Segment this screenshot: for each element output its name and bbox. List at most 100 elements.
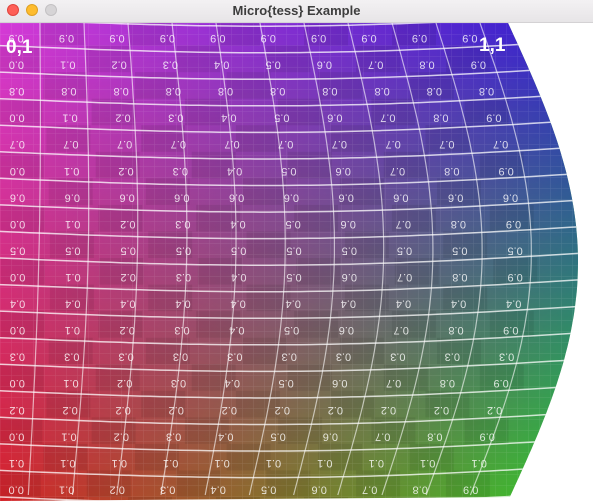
cell-label: 0.4 [230,218,245,230]
cell-label: 0.3 [166,430,181,442]
grid-line-vertical [293,23,335,496]
cell-label: 0.7 [278,138,293,150]
cell-label: 0.5 [121,244,136,256]
cell-label: 0.8 [427,430,442,442]
cell-label: 0.7 [396,218,411,230]
cell-label: 0.6 [312,483,327,495]
zoom-window-button[interactable] [45,4,57,16]
cell-label: 0.4 [227,165,242,177]
cell-label: 0.3 [171,377,186,389]
grid-line-horizontal [0,463,578,479]
cell-label: 0.4 [65,298,80,310]
cell-label: 0.8 [270,85,285,97]
cell-label: 0.1 [472,457,487,469]
cell-label: 0.4 [214,59,229,71]
cell-label: 0.2 [381,404,396,416]
cell-label: 0.5 [452,244,467,256]
cell-label: 0.5 [265,59,280,71]
cell-label: 0.0 [9,59,24,71]
cell-label: 0.8 [440,377,455,389]
cell-label: 0.6 [448,191,463,203]
grid-line-vertical [116,23,139,496]
cell-label: 0.1 [59,483,74,495]
cell-label: 0.4 [506,298,521,310]
cell-label: 0.1 [266,457,281,469]
cell-label: 0.7 [380,112,395,124]
cell-label: 0.1 [60,59,75,71]
cell-label: 0.1 [214,457,229,469]
cell-label: 0.2 [110,483,125,495]
grid-line-vertical [204,23,237,496]
cell-label: 0.4 [230,298,245,310]
grid-line-horizontal [0,91,578,107]
cell-label: 0.6 [229,191,244,203]
cell-label: 0.8 [322,85,337,97]
cell-label: 0.5 [176,244,191,256]
cell-label: 0.2 [115,404,130,416]
tessellated-surface-canvas[interactable]: 0.9 0.9 0.9 0.9 0.9 0.9 0.9 0.9 0.9 0.9 0.0 0.1 0.2 0… [0,23,593,501]
cell-label: 0.7 [10,138,25,150]
cell-label: 0.5 [278,377,293,389]
cell-label: 0.8 [61,85,76,97]
cell-label: 0.0 [9,112,24,124]
grid-line-horizontal [0,437,578,452]
tessellated-surface: 0.9 0.9 0.9 0.9 0.9 0.9 0.9 0.9 0.9 0.9 0.0 0.1 0.2 0… [0,23,578,501]
minimize-window-button[interactable] [26,4,38,16]
cell-label: 0.6 [339,324,354,336]
cell-label: 0.8 [218,85,233,97]
cell-label: 0.5 [286,244,301,256]
cell-label: 0.3 [160,483,175,495]
cell-label: 0.3 [173,351,188,363]
cell-label: 0.8 [444,165,459,177]
close-window-button[interactable] [7,4,19,16]
cell-label: 0.8 [374,85,389,97]
window-titlebar[interactable]: Micro{tess} Example [0,0,593,23]
cell-label: 0.2 [121,271,136,283]
grid-line-horizontal [0,171,578,187]
grid-line-vertical [381,23,434,496]
cell-label: 0.9 [471,59,486,71]
cell-label: 0.0 [9,483,24,495]
cell-label: 0.4 [229,324,244,336]
cell-label: 0.3 [227,351,242,363]
cell-label: 0.8 [451,218,466,230]
cell-label: 0.6 [341,218,356,230]
cell-label: 0.9 [503,324,518,336]
cell-label: 0.6 [339,191,354,203]
cell-label: 0.3 [390,351,405,363]
cell-label: 0.3 [173,165,188,177]
cell-label: 0.3 [445,351,460,363]
cell-label: 0.4 [231,271,246,283]
grid-line-horizontal [0,490,578,501]
cell-label: 0.1 [163,457,178,469]
cell-label: 0.9 [498,165,513,177]
cell-label: 0.5 [10,244,25,256]
cell-label: 0.5 [261,483,276,495]
cell-label: 0.2 [487,404,502,416]
cell-label: 0.1 [420,457,435,469]
grid-line-horizontal [0,118,578,134]
cell-label: 0.1 [9,457,24,469]
cell-label: 0.5 [274,112,289,124]
cell-label: 0.8 [113,85,128,97]
grid-line-horizontal [0,251,578,266]
corner-label-top-left: 0,1 [6,37,33,58]
cell-label: 0.9 [8,32,23,44]
cell-label: 0.2 [111,59,126,71]
cell-label: 0.9 [486,112,501,124]
cell-label: 0.7 [224,138,239,150]
cell-label: 0.9 [59,32,74,44]
cell-label: 0.4 [120,298,135,310]
cell-label: 0.5 [397,244,412,256]
cell-label: 0.4 [286,298,301,310]
cell-label: 0.2 [328,404,343,416]
grid-line-horizontal [0,198,578,213]
cell-label: 0.7 [117,138,132,150]
cell-label: 0.7 [439,138,454,150]
cell-label: 0.6 [332,377,347,389]
cell-label: 0.8 [166,85,181,97]
cell-label: 0.1 [65,218,80,230]
cell-label: 0.7 [375,430,390,442]
cell-label: 0.2 [9,404,24,416]
cell-label: 0.7 [397,271,412,283]
